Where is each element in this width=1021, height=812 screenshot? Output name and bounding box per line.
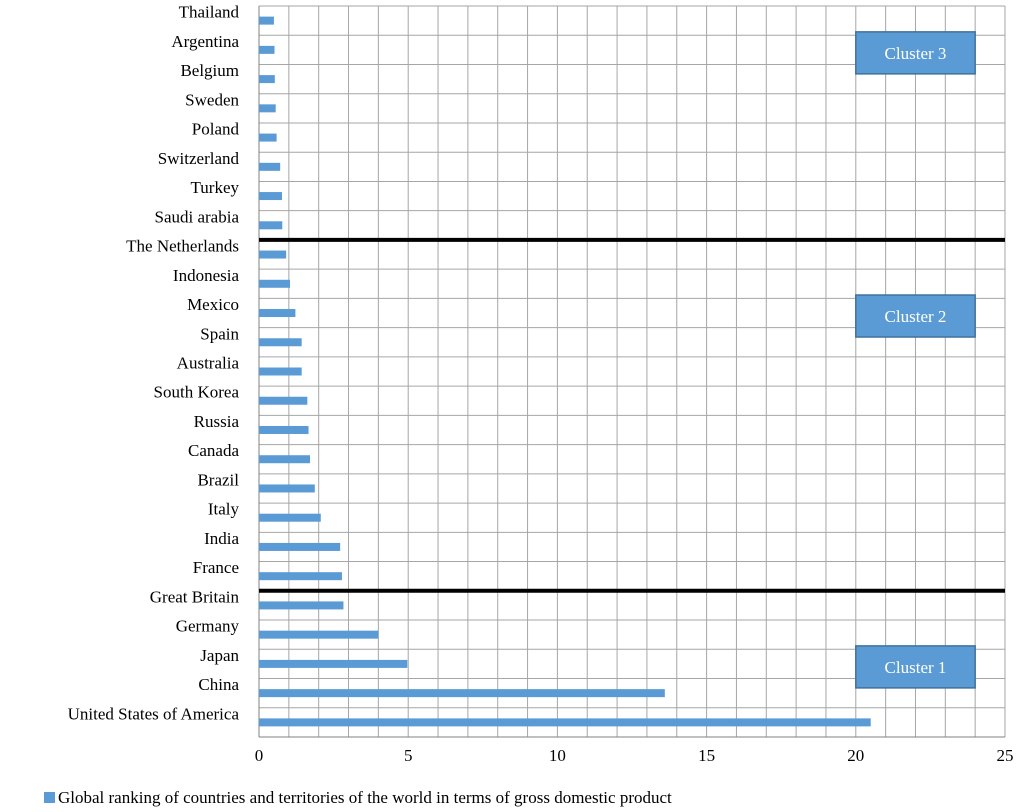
- x-tick-label: 20: [847, 746, 864, 765]
- category-label: Saudi arabia: [155, 207, 240, 226]
- category-label: Turkey: [191, 178, 240, 197]
- x-tick-label: 5: [404, 746, 413, 765]
- legend-swatch: [44, 792, 55, 803]
- category-label: China: [198, 675, 239, 694]
- bar: [259, 718, 871, 727]
- x-tick-label: 15: [698, 746, 715, 765]
- bar: [259, 250, 287, 259]
- cluster-label-box: Cluster 2: [855, 294, 976, 338]
- category-label: Great Britain: [150, 587, 240, 606]
- category-label: Brazil: [197, 470, 239, 489]
- bar: [259, 367, 302, 376]
- bar: [259, 16, 274, 25]
- category-label: Switzerland: [158, 149, 240, 168]
- bar: [259, 309, 296, 318]
- category-label: Canada: [188, 441, 239, 460]
- category-label: Australia: [177, 354, 240, 373]
- x-tick-label: 0: [255, 746, 264, 765]
- bar: [259, 425, 309, 434]
- bar-chart: 0 5 10 15 20 25 United States of America China J…: [68, 3, 1014, 765]
- bar: [259, 484, 315, 493]
- category-label: Thailand: [179, 3, 240, 22]
- x-tick-label: 10: [549, 746, 566, 765]
- bar: [259, 162, 281, 171]
- category-label: Russia: [194, 412, 240, 431]
- category-label: The Netherlands: [126, 237, 239, 256]
- bar: [259, 630, 379, 639]
- bar: [259, 338, 302, 347]
- category-label: Poland: [192, 120, 240, 139]
- bar: [259, 45, 275, 54]
- bar: [259, 279, 291, 288]
- cluster-label-box: Cluster 1: [855, 645, 976, 689]
- category-label: France: [193, 558, 239, 577]
- category-label: Mexico: [187, 295, 239, 314]
- bar: [259, 133, 277, 142]
- bar: [259, 192, 282, 201]
- bar: [259, 659, 408, 668]
- bar: [259, 455, 311, 464]
- cluster-label-box: Cluster 3: [855, 31, 976, 75]
- category-label: United States of America: [68, 704, 240, 723]
- category-label: Indonesia: [173, 266, 240, 285]
- cluster-label: Cluster 2: [885, 307, 947, 326]
- bar: [259, 601, 344, 610]
- category-label: Italy: [208, 500, 240, 519]
- cluster-label: Cluster 1: [885, 658, 947, 677]
- bar: [259, 542, 341, 551]
- bar: [259, 104, 276, 113]
- legend-label: Global ranking of countries and territor…: [58, 788, 672, 807]
- bar: [259, 396, 308, 405]
- category-label: Argentina: [171, 32, 239, 51]
- bar: [259, 572, 342, 581]
- legend: Global ranking of countries and territor…: [44, 788, 672, 808]
- bar: [259, 513, 321, 522]
- cluster-box: [855, 31, 976, 75]
- category-label: South Korea: [154, 383, 240, 402]
- bar: [259, 689, 665, 698]
- category-label: Japan: [200, 646, 239, 665]
- category-label: Spain: [200, 324, 239, 343]
- category-label: Germany: [176, 617, 240, 636]
- cluster-label: Cluster 3: [885, 44, 947, 63]
- bar: [259, 221, 283, 230]
- x-tick-label: 25: [997, 746, 1014, 765]
- cluster-box: [855, 294, 976, 338]
- cluster-box: [855, 645, 976, 689]
- bar: [259, 75, 275, 84]
- category-label: Belgium: [180, 61, 239, 80]
- category-label: India: [204, 529, 239, 548]
- category-label: Sweden: [185, 90, 239, 109]
